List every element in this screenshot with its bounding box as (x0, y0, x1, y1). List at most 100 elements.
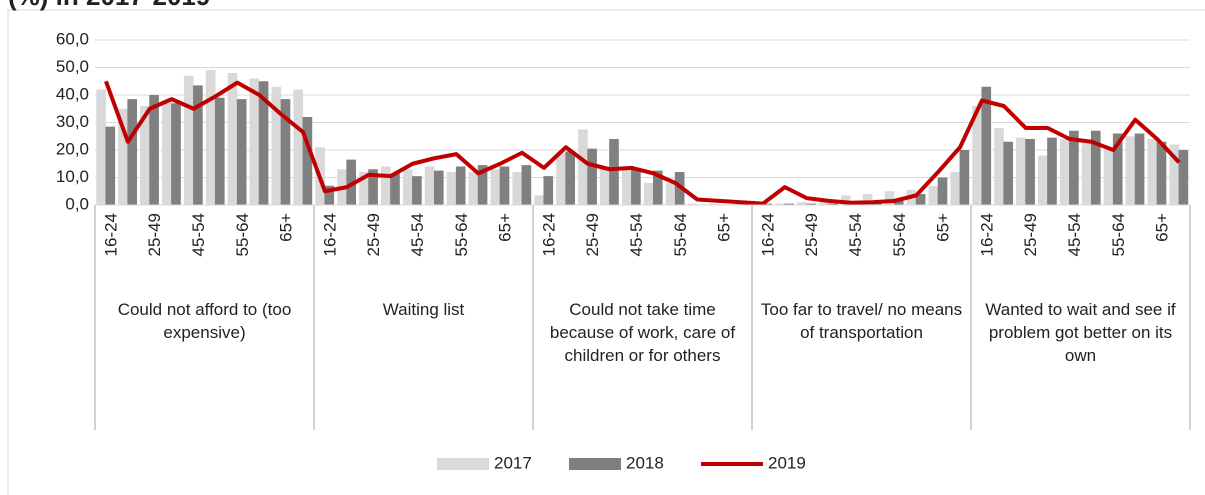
y-tick-label: 20,0 (56, 139, 89, 158)
bar (893, 199, 904, 205)
bar (587, 148, 597, 205)
bar (258, 81, 269, 205)
legend-swatch (569, 458, 621, 470)
y-tick-label: 10,0 (56, 167, 89, 186)
bar (534, 195, 544, 205)
bar (972, 106, 982, 205)
x-tick-label: 65+ (496, 213, 515, 242)
bar (828, 203, 838, 205)
bar (1134, 133, 1145, 205)
y-tick-label: 50,0 (56, 57, 89, 76)
bar (994, 128, 1004, 205)
x-tick-label: 25-49 (145, 213, 164, 256)
x-tick-label: 16-24 (539, 213, 558, 256)
y-tick-label: 30,0 (56, 112, 89, 131)
bar (1156, 141, 1167, 205)
bar (543, 176, 554, 205)
group-label: Wanted to wait and see if problem got be… (985, 300, 1176, 365)
bar (775, 203, 785, 205)
bar (118, 108, 128, 205)
bar (665, 183, 676, 205)
bar (1178, 150, 1189, 205)
x-tick-label: 45-54 (846, 213, 865, 256)
bar (162, 100, 172, 205)
x-tick-label: 55-64 (890, 213, 909, 256)
y-tick-label: 40,0 (56, 84, 89, 103)
bar (433, 170, 444, 205)
bar (412, 176, 422, 205)
bar (600, 166, 610, 205)
bar (1169, 144, 1180, 205)
bar (1047, 137, 1057, 205)
x-tick-label: 25-49 (1021, 213, 1040, 256)
bar (578, 129, 588, 205)
bar (280, 99, 291, 205)
group-label: Too far to travel/ no means of transport… (760, 300, 963, 342)
bar (981, 86, 992, 205)
bar (468, 172, 479, 205)
bar (950, 172, 961, 205)
bar (227, 73, 238, 205)
bar (797, 202, 807, 205)
bar (862, 194, 873, 205)
bar (884, 191, 895, 205)
bar (424, 166, 435, 205)
bar (324, 185, 335, 205)
x-tick-label: 25-49 (802, 213, 821, 256)
bar (840, 195, 851, 205)
x-tick-label: 16-24 (101, 213, 120, 256)
bar (609, 139, 619, 205)
x-tick-label: 65+ (934, 213, 953, 242)
group-label: Waiting list (382, 300, 465, 319)
bar (96, 89, 106, 205)
bar (490, 169, 501, 205)
bar (499, 166, 510, 205)
y-tick-label: 60,0 (56, 29, 89, 48)
bar (1038, 155, 1048, 205)
bar (346, 159, 357, 205)
bar (687, 203, 698, 205)
bar (1090, 130, 1101, 205)
bar (293, 89, 304, 205)
bar (1125, 136, 1136, 205)
bar (271, 86, 282, 205)
legend-label: 2018 (626, 453, 664, 472)
line (104, 80, 1181, 206)
x-tick-label: 65+ (277, 213, 296, 242)
bar (928, 185, 939, 205)
bar (171, 103, 181, 205)
bar (359, 172, 369, 205)
bar (565, 151, 576, 205)
bar (127, 99, 138, 205)
chart-title: (%) in 2017-2019 (8, 0, 210, 11)
bar (1147, 139, 1158, 205)
bar (140, 106, 150, 205)
bar (784, 203, 795, 205)
bar (205, 70, 216, 205)
x-tick-label: 55-64 (1109, 213, 1128, 256)
bar (937, 177, 948, 205)
x-tick-label: 16-24 (320, 213, 339, 256)
x-tick-label: 45-54 (189, 213, 208, 256)
legend-label: 2017 (494, 453, 532, 472)
bar (149, 95, 159, 205)
bar (302, 117, 313, 205)
bar (959, 150, 970, 205)
bar (214, 97, 225, 205)
bar (193, 85, 203, 205)
legend-label: 2019 (768, 453, 806, 472)
bar (556, 152, 566, 205)
bar (709, 203, 720, 205)
bar (652, 170, 663, 205)
x-tick-label: 45-54 (1065, 213, 1084, 256)
bar (1003, 141, 1014, 205)
group-label: Could not take time because of work, car… (549, 300, 736, 365)
x-tick-label: 65+ (715, 213, 734, 242)
bar (512, 172, 523, 205)
bar (390, 173, 400, 205)
bar (477, 165, 488, 205)
x-tick-label: 45-54 (408, 213, 427, 256)
bar (621, 169, 632, 205)
bar (446, 172, 457, 205)
